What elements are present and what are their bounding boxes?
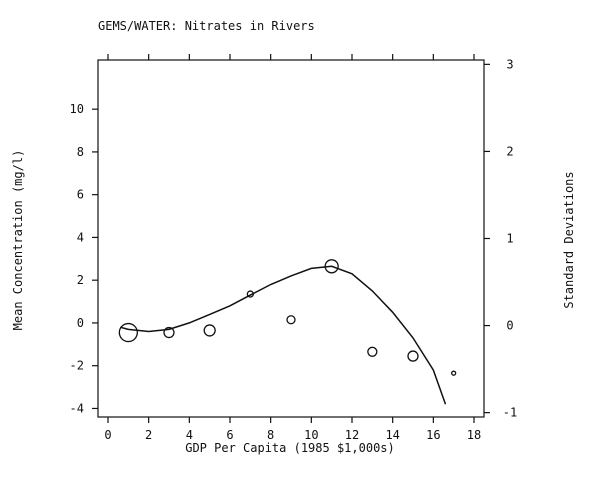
data-point [324,259,339,274]
y2-axis-label: Standard Deviations [562,171,576,308]
y2-ticks-group: -1 0 1 2 3 [484,57,517,420]
y-axis-label: Mean Concentration (mg/l) [11,150,25,331]
x-tick-label: 6 [226,428,233,442]
data-point [451,370,457,376]
x-axis-label: GDP Per Capita (1985 $1,000s) [185,441,395,455]
fit-curve-line [120,265,447,405]
x-tick-label: 4 [186,428,193,442]
y-tick-label: 2 [77,273,84,287]
x-tick-label: 0 [104,428,111,442]
y-tick-label: -2 [70,359,84,373]
y-ticks-group: -4 -2 0 2 4 6 8 10 [70,102,98,415]
x-tick-label: 12 [345,428,359,442]
x-tick-label: 18 [467,428,481,442]
y2-tick-label: 2 [506,144,513,158]
x-tick-label: 16 [426,428,440,442]
y-tick-label: 0 [77,316,84,330]
y-tick-label: 10 [70,102,84,116]
plot-frame [97,59,485,418]
chart-title: GEMS/WATER: Nitrates in Rivers [98,19,315,33]
data-point [367,346,378,357]
y-tick-label: -4 [70,401,84,415]
y2-tick-label: 0 [506,319,513,333]
data-point [246,290,254,298]
data-point [407,350,419,362]
data-point [163,326,175,339]
y-tick-label: 6 [77,188,84,202]
y-tick-label: 8 [77,145,84,159]
y-tick-label: 4 [77,230,84,244]
data-points-group [118,259,457,376]
x-tick-label: 2 [145,428,152,442]
x-tick-label: 14 [385,428,399,442]
x-tick-label: 8 [267,428,274,442]
y2-tick-label: -1 [503,406,517,420]
data-point [118,322,138,343]
data-point [286,315,296,325]
fit-curve-group [120,265,447,405]
y2-tick-label: 1 [506,232,513,246]
data-point [203,324,216,337]
y2-tick-label: 3 [506,57,513,71]
x-tick-label: 10 [304,428,318,442]
x-ticks-group: 0 2 4 6 8 10 12 14 16 18 [104,54,481,442]
